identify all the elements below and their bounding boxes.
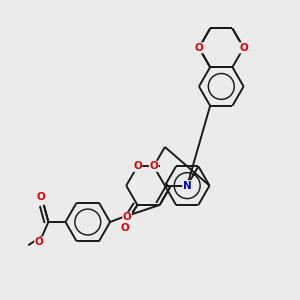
Text: O: O: [36, 192, 45, 202]
Text: O: O: [133, 161, 142, 171]
Text: O: O: [123, 212, 131, 222]
Text: O: O: [195, 43, 203, 53]
Text: O: O: [121, 223, 129, 233]
Text: O: O: [149, 161, 158, 171]
Text: O: O: [35, 237, 44, 247]
Text: O: O: [239, 43, 248, 53]
Text: N: N: [183, 181, 192, 190]
